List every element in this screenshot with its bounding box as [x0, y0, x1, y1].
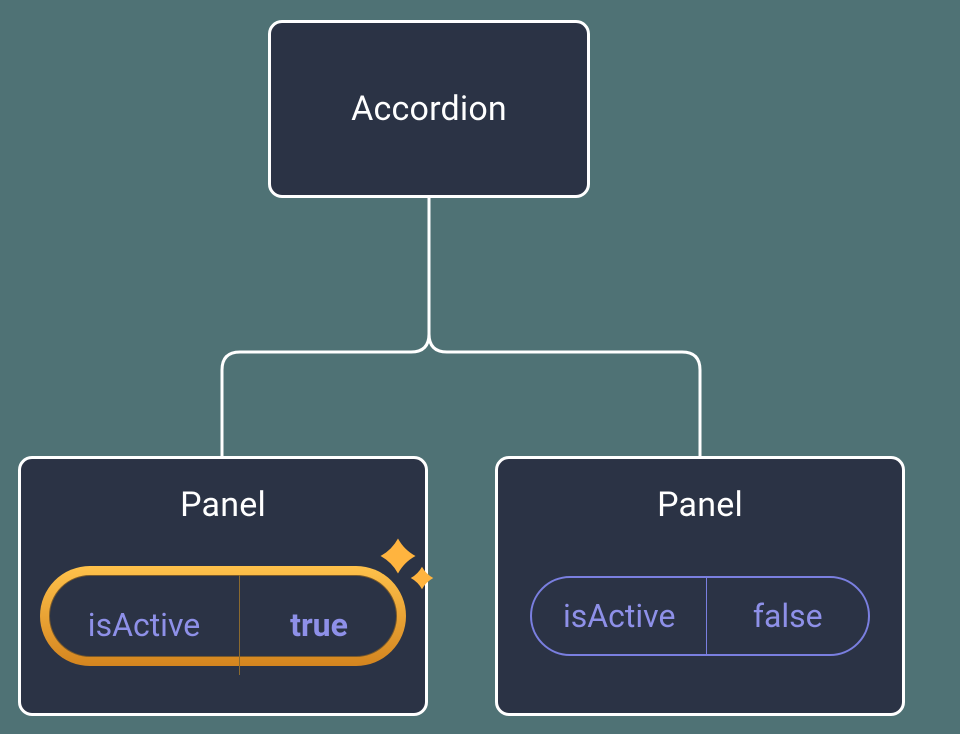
node-accordion: Accordion — [268, 20, 590, 198]
diagram-stage: Accordion Panel isActive true Panel isAc… — [0, 0, 960, 734]
state-key: isActive — [49, 575, 239, 675]
state-pill-inactive: isActive false — [530, 576, 870, 656]
state-value: true — [240, 575, 398, 675]
state-value: false — [707, 578, 868, 654]
node-title: Panel — [180, 485, 266, 525]
state-key: isActive — [532, 578, 706, 654]
state-pill-active: isActive true — [40, 566, 406, 666]
node-title: Panel — [657, 485, 743, 525]
node-title: Accordion — [351, 89, 507, 129]
